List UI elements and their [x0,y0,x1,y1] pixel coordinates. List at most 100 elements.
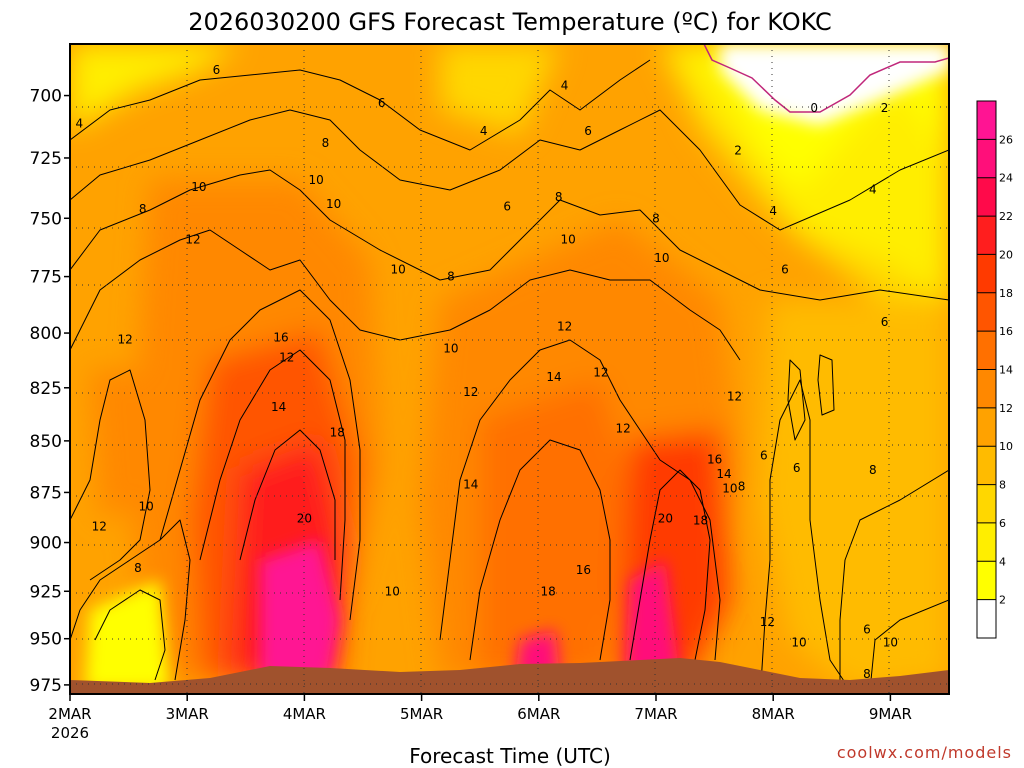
contour-label: 12 [279,350,294,364]
colorbar-label: 24 [999,172,1013,185]
x-tick-label: 7MAR [634,705,677,723]
colorbar-label: 18 [999,287,1013,300]
contour-label: 14 [271,400,286,414]
contour-label: 2 [734,144,742,158]
contour-label: 6 [781,263,789,277]
contour-label: 10 [308,173,323,187]
y-tick-label: 725 [30,149,62,169]
colorbar-swatch [977,254,996,293]
contour-label: 20 [658,512,673,526]
contour-label: 10 [191,180,206,194]
contour-label: 6 [503,199,511,213]
y-tick-label: 900 [30,534,62,554]
contour-label: 10 [385,584,400,598]
colorbar-label: 10 [999,440,1013,453]
contour-label: 10 [139,500,154,514]
contour-label: 6 [213,63,221,77]
y-tick-label: 800 [30,324,62,344]
colorbar-swatch [977,331,996,370]
colorbar-swatch [977,177,996,217]
colorbar-swatch [977,599,996,638]
contour-label: 10 [391,263,406,277]
contour-label: 8 [322,136,330,150]
x-tick-label: 8MAR [752,705,795,723]
chart-title: 2026030200 GFS Forecast Temperature (ºC)… [188,8,832,36]
contour-label: 12 [185,232,200,246]
contour-label: 10 [560,232,575,246]
contour-label: 6 [760,448,768,462]
y-tick-label: 775 [30,268,62,288]
x-tick-label: 2MAR [48,705,91,723]
colorbar-label: 2 [999,594,1006,607]
colorbar-label: 4 [999,555,1006,568]
colorbar-label: 14 [999,364,1013,377]
contour-label: 8 [139,202,147,216]
contour-label: 12 [463,385,478,399]
colorbar-swatch [977,522,996,562]
colorbar-swatch [977,407,996,447]
contour-label: 4 [76,116,84,130]
contour-label: 12 [557,319,572,333]
contour-label: 4 [869,183,877,197]
x-tick-label: 9MAR [869,705,912,723]
colorbar-label: 20 [999,248,1013,261]
contour-label: 8 [652,211,660,225]
credit-text: coolwx.com/models [837,743,1012,762]
contour-label: 2 [881,101,889,115]
colorbar-label: 22 [999,210,1013,223]
colorbar-swatch [977,216,996,255]
colorbar-swatch [977,292,996,332]
contour-label: 8 [134,561,142,575]
y-tick-label: 925 [30,582,62,602]
x-tick-sublabel: 2026 [51,724,89,742]
contour-label: 12 [760,615,775,629]
contour-label: 14 [546,370,561,384]
contour-label: 18 [330,425,345,439]
contour-label: 18 [541,584,556,598]
contour-label: 6 [793,461,801,475]
colorbar-swatch [977,101,996,140]
colorbar-swatch [977,446,996,485]
contour-label: 8 [738,479,746,493]
contour-label: 0 [810,101,818,115]
contour-label: 20 [297,512,312,526]
contour-label: 10 [443,342,458,356]
contour-label: 6 [584,124,592,138]
y-tick-label: 975 [30,676,62,696]
y-tick-label: 700 [30,87,62,107]
contour-label: 6 [863,622,871,636]
contour-label: 10 [883,635,898,649]
colorbar-label: 6 [999,517,1006,530]
x-tick-label: 3MAR [166,705,209,723]
contour-label: 10 [722,481,737,495]
x-tick-label: 5MAR [400,705,443,723]
contour-label: 14 [463,477,478,491]
contour-label: 18 [693,514,708,528]
y-tick-label: 950 [30,630,62,650]
contour-label: 8 [555,190,563,204]
y-tick-label: 825 [30,379,62,399]
colorbar-swatch [977,369,996,408]
contour-label: 4 [480,124,488,138]
contour-label: 8 [869,463,877,477]
contour-label: 12 [117,333,132,347]
x-tick-label: 6MAR [517,705,560,723]
contour-label: 10 [654,251,669,265]
contour-label: 4 [769,204,777,218]
contour-label: 4 [561,78,569,92]
contour-label: 12 [616,421,631,435]
contour-label: 12 [92,520,107,534]
contour-label: 8 [447,270,455,284]
plot-frame [69,43,950,695]
contour-label: 6 [881,315,889,329]
temperature-field [70,44,949,694]
y-tick-label: 850 [30,432,62,452]
x-tick-label: 4MAR [283,705,326,723]
colorbar-label: 8 [999,479,1006,492]
contour-label: 16 [707,453,722,467]
contour-label: 10 [326,197,341,211]
